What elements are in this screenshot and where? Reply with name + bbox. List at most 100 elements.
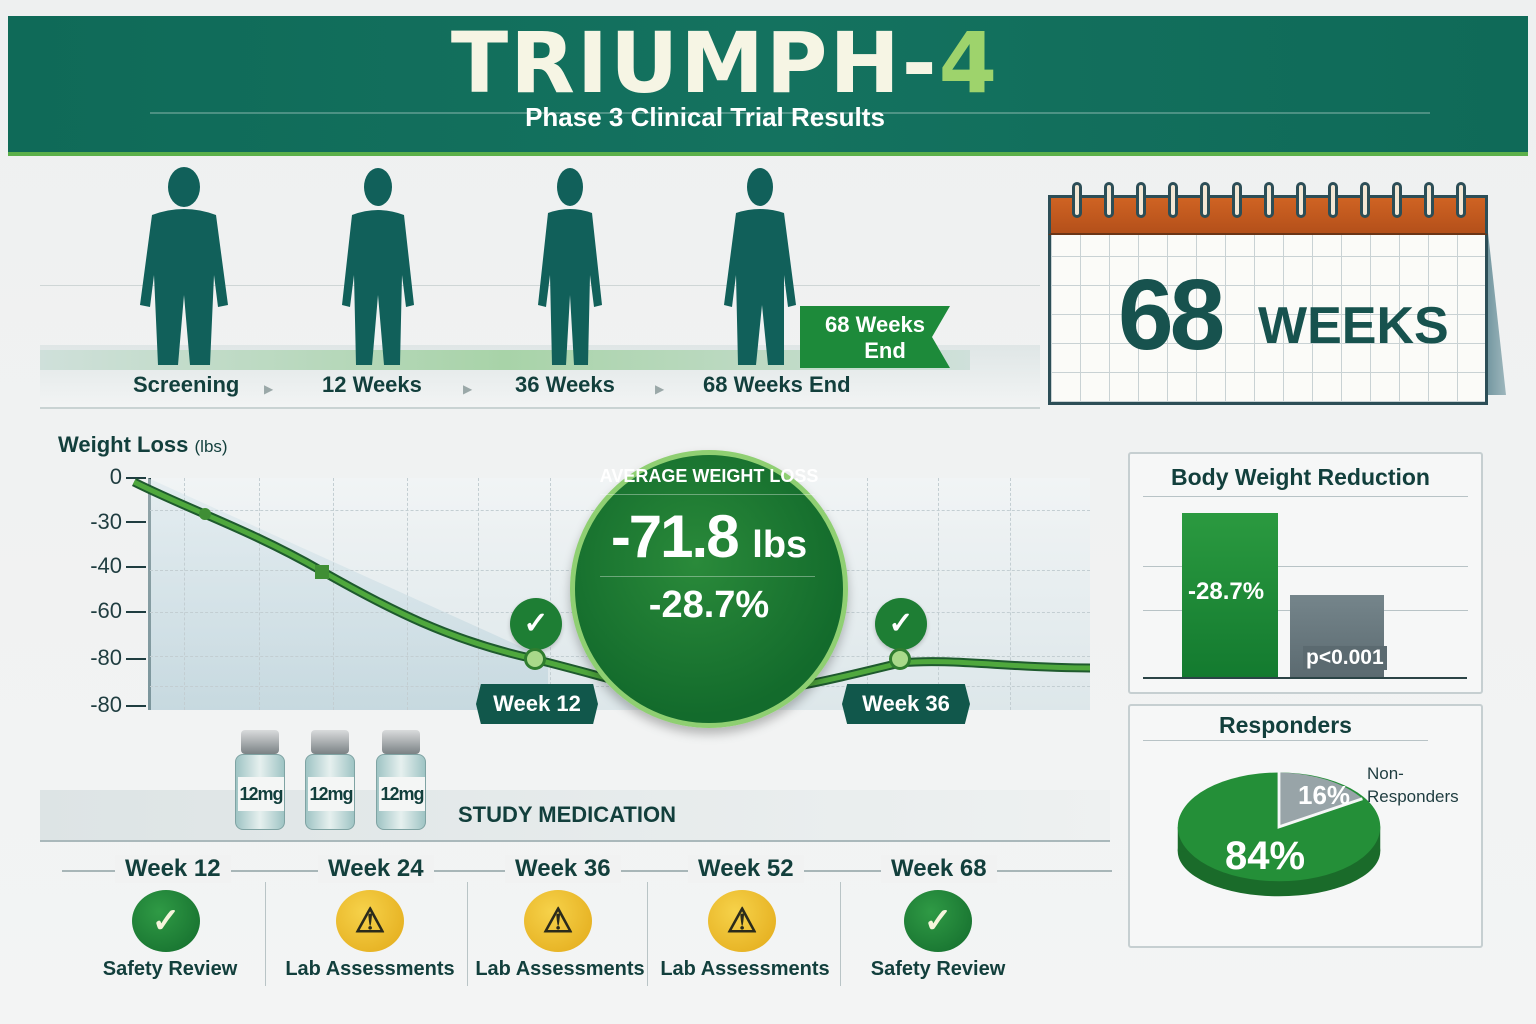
calendar-ring — [1200, 182, 1210, 218]
week-36-flag: Week 36 — [842, 684, 970, 724]
chevron-right-icon: ▶ — [655, 382, 665, 396]
milestone-label: Safety Review — [102, 958, 238, 980]
panel-title: Body Weight Reduction — [1171, 464, 1430, 490]
chevron-right-icon: ▶ — [264, 382, 274, 396]
calendar-ring — [1360, 182, 1370, 218]
page-subtitle: Phase 3 Clinical Trial Results — [525, 102, 885, 132]
y-tick-label: -40 — [90, 553, 122, 578]
milestone-label: Lab Assessments — [660, 958, 830, 980]
figure-12-weeks-icon — [342, 168, 414, 365]
milestone-week: Week 24 — [318, 855, 434, 883]
header-divider — [150, 112, 1430, 114]
milestone-divider — [647, 882, 648, 986]
check-icon: ✓ — [510, 598, 562, 650]
y-tick-mark — [126, 611, 146, 613]
medication-label: STUDY MEDICATION — [458, 802, 676, 827]
calendar-number: 68 — [1118, 259, 1225, 371]
check-icon: ✓ — [132, 890, 200, 952]
stage-label-68-weeks: 68 Weeks End — [703, 372, 851, 397]
calendar-ring — [1424, 182, 1434, 218]
warning-icon: ⚠ — [524, 890, 592, 952]
panel-rule — [1143, 740, 1428, 741]
vial-icon: 12mg — [374, 730, 428, 830]
y-tick-mark — [126, 521, 146, 523]
milestone-divider — [840, 882, 841, 986]
average-weight-loss-badge — [570, 450, 848, 728]
milestone-label: Safety Review — [870, 958, 1006, 980]
data-marker-week-36[interactable] — [889, 648, 911, 670]
non-responders-percent: 16% — [1298, 780, 1351, 810]
panel-rule — [1143, 496, 1468, 497]
grid-line — [867, 478, 868, 710]
y-tick-mark — [126, 705, 146, 707]
treatment-bar-label: -28.7% — [1188, 578, 1265, 605]
chevron-right-icon: ▶ — [463, 382, 473, 396]
medication-band — [40, 790, 1110, 842]
end-ribbon: 68 Weeks End — [800, 306, 950, 368]
grid-line — [550, 478, 551, 710]
milestone-divider — [265, 882, 266, 986]
stage-label-screening: Screening — [133, 372, 240, 397]
calendar-ring — [1232, 182, 1242, 218]
y-tick-label: -80 — [90, 645, 122, 670]
figure-36-weeks-icon — [538, 168, 602, 365]
milestone-week: Week 52 — [688, 855, 804, 883]
badge-divider — [600, 576, 815, 577]
milestone-week: Week 68 — [881, 855, 997, 883]
figure-screening-icon — [140, 167, 228, 365]
badge-divider — [600, 494, 815, 495]
stage-label-36-weeks: 36 Weeks — [515, 372, 615, 397]
stage-label-12-weeks: 12 Weeks — [322, 372, 422, 397]
badge-percent: -28.7% — [648, 584, 770, 626]
p-value-label: p<0.001 — [1303, 646, 1387, 670]
y-tick-mark — [126, 658, 146, 660]
grid-line — [259, 478, 260, 710]
milestone-divider — [467, 882, 468, 986]
badge-value: -71.8 lbs — [610, 503, 808, 570]
calendar-ring — [1136, 182, 1146, 218]
calendar-unit: WEEKS — [1258, 297, 1449, 355]
grid-line — [184, 478, 185, 710]
badge-label: AVERAGE WEIGHT LOSS — [599, 466, 819, 486]
grid-line — [1143, 566, 1468, 567]
grid-line — [478, 478, 479, 710]
calendar-ring — [1328, 182, 1338, 218]
panel-title: Responders — [1219, 712, 1352, 738]
grid-line — [1010, 478, 1011, 710]
check-icon: ✓ — [875, 598, 927, 650]
vial-icon: 12mg — [233, 730, 287, 830]
grid-line — [333, 478, 334, 710]
vial-icon: 12mg — [303, 730, 357, 830]
y-tick-label: -80 — [90, 692, 122, 717]
calendar-ring — [1104, 182, 1114, 218]
data-marker-week-12[interactable] — [524, 648, 546, 670]
bar-baseline — [1143, 677, 1467, 679]
grid-line — [407, 478, 408, 710]
calendar-ring — [1296, 182, 1306, 218]
grid-line — [938, 478, 939, 710]
week-12-flag: Week 12 — [476, 684, 598, 724]
y-tick-mark — [126, 566, 146, 568]
non-responders-legend: Non- Responders — [1367, 764, 1459, 806]
y-tick-label: -30 — [90, 509, 122, 534]
calendar-ring — [1168, 182, 1178, 218]
responders-percent: 84% — [1225, 834, 1306, 878]
calendar-ring — [1072, 182, 1082, 218]
calendar-ring — [1456, 182, 1466, 218]
warning-icon: ⚠ — [708, 890, 776, 952]
calendar-ring — [1392, 182, 1402, 218]
progression-platform — [40, 350, 970, 370]
check-icon: ✓ — [904, 890, 972, 952]
figure-guide-line — [40, 285, 1040, 286]
header-banner — [8, 16, 1528, 156]
warning-icon: ⚠ — [336, 890, 404, 952]
y-tick-label: 0 — [109, 464, 122, 489]
treatment-bar — [1182, 513, 1278, 678]
figure-68-weeks-icon — [724, 168, 796, 365]
y-tick-label: -60 — [90, 598, 122, 623]
milestone-week: Week 36 — [505, 855, 621, 883]
chart-title: Weight Loss (lbs) — [58, 432, 228, 457]
milestone-week: Week 12 — [115, 855, 231, 883]
responders-pie-chart — [1177, 772, 1381, 897]
page-title: TRIUMPH-4 — [450, 14, 1000, 112]
